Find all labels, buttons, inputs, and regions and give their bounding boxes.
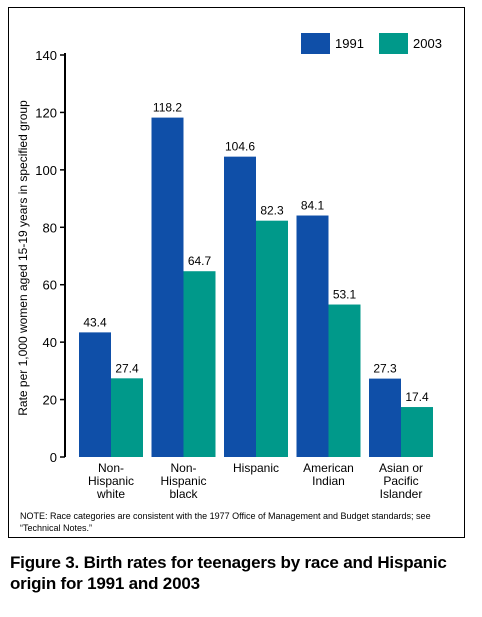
bar-2003-2 xyxy=(256,220,288,457)
category-label: Non- xyxy=(98,461,124,475)
bar-1991-2 xyxy=(224,156,256,458)
bar-1991-0 xyxy=(79,332,111,457)
data-label: 104.6 xyxy=(225,140,255,154)
data-label: 84.1 xyxy=(301,199,325,213)
y-axis-label: Rate per 1,000 women aged 15-19 years in… xyxy=(16,100,30,416)
category-label: black xyxy=(169,487,198,501)
category-label: Hispanic xyxy=(88,474,134,488)
bar-2003-1 xyxy=(183,271,216,457)
legend-swatch-1991 xyxy=(301,33,330,54)
y-tick-label: 60 xyxy=(43,278,57,293)
data-label: 82.3 xyxy=(260,204,284,218)
data-label: 27.3 xyxy=(373,362,397,376)
y-tick-label: 100 xyxy=(35,163,57,178)
note-text: NOTE: Race categories are consistent wit… xyxy=(20,511,431,533)
data-label: 43.4 xyxy=(83,315,107,329)
data-label: 27.4 xyxy=(115,361,139,375)
bar-1991-3 xyxy=(296,215,329,457)
y-tick-label: 140 xyxy=(35,48,57,63)
bar-1991-4 xyxy=(369,378,401,457)
bar-2003-0 xyxy=(111,378,143,457)
bar-2003-4 xyxy=(401,407,433,457)
y-tick-label: 80 xyxy=(43,220,57,235)
category-label: Hispanic xyxy=(233,461,279,475)
y-tick-label: 120 xyxy=(35,105,57,120)
category-labels: Non-HispanicwhiteNon-HispanicblackHispan… xyxy=(88,461,423,501)
bar-2003-3 xyxy=(328,304,361,457)
y-axis: 0 20 40 60 80 100 120 140 xyxy=(35,48,66,465)
category-label: Asian or xyxy=(379,461,423,475)
category-label: Non- xyxy=(170,461,196,475)
legend: 1991 2003 xyxy=(301,33,442,54)
legend-label: 1991 xyxy=(335,36,364,51)
category-label: Islander xyxy=(380,487,423,501)
bars: 43.4 27.4 118.2 64.7 104.6 82.3 84.1 53.1 27.3 17… xyxy=(79,101,433,458)
y-tick-label: 20 xyxy=(43,393,57,408)
figure-caption: Figure 3. Birth rates for teenagers by r… xyxy=(10,553,447,593)
category-label: Pacific xyxy=(383,474,418,488)
legend-label: 2003 xyxy=(413,36,442,51)
y-tick-label: 40 xyxy=(43,335,57,350)
legend-swatch-2003 xyxy=(379,33,408,54)
category-label: Indian xyxy=(312,474,345,488)
data-label: 118.2 xyxy=(153,101,182,115)
category-label: American xyxy=(303,461,354,475)
chart-frame xyxy=(8,7,465,538)
data-label: 17.4 xyxy=(405,390,429,404)
y-tick-label: 0 xyxy=(50,450,57,465)
bar-1991-1 xyxy=(151,117,184,458)
category-label: white xyxy=(96,487,125,501)
data-label: 64.7 xyxy=(188,254,212,268)
category-label: Hispanic xyxy=(160,474,206,488)
data-label: 53.1 xyxy=(333,288,357,302)
